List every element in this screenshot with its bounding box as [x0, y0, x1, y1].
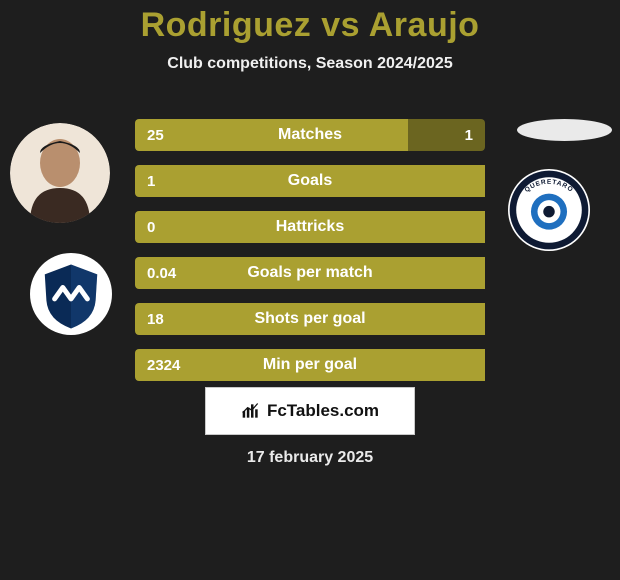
stat-bar-left: 25 — [135, 119, 408, 151]
club-queretaro-logo: QUERETARO — [508, 169, 590, 251]
branding-badge[interactable]: FcTables.com — [205, 387, 415, 435]
player-araujo-avatar — [517, 119, 612, 141]
stat-row: 251Matches — [135, 119, 485, 151]
player-rodriguez-avatar — [10, 123, 110, 223]
stat-value-right: 1 — [465, 127, 473, 144]
club-monterrey-logo — [30, 253, 112, 335]
stat-bar-left: 2324 — [135, 349, 485, 381]
subtitle: Club competitions, Season 2024/2025 — [167, 55, 452, 73]
stat-row: 1Goals — [135, 165, 485, 197]
stat-bar-left: 18 — [135, 303, 485, 335]
player2-name: Araujo — [369, 6, 480, 44]
stat-row: 0Hattricks — [135, 211, 485, 243]
stat-value-left: 18 — [147, 311, 164, 328]
round-club-logo-icon: QUERETARO — [508, 169, 590, 251]
shield-logo-icon — [30, 253, 112, 335]
bar-chart-icon — [241, 401, 261, 421]
stat-row: 18Shots per goal — [135, 303, 485, 335]
stat-bar-left: 0.04 — [135, 257, 485, 289]
stat-value-left: 0 — [147, 219, 155, 236]
stat-value-left: 25 — [147, 127, 164, 144]
stat-bar-left: 1 — [135, 165, 485, 197]
stat-row: 0.04Goals per match — [135, 257, 485, 289]
stat-value-left: 1 — [147, 173, 155, 190]
stat-value-left: 2324 — [147, 357, 180, 374]
stat-bar-right: 1 — [408, 119, 485, 151]
vs-label: vs — [321, 6, 360, 44]
page-title: Rodriguez vs Araujo — [141, 6, 480, 45]
date-label: 17 february 2025 — [0, 449, 620, 467]
branding-text: FcTables.com — [267, 401, 379, 421]
stat-value-left: 0.04 — [147, 265, 176, 282]
player1-name: Rodriguez — [141, 6, 312, 44]
comparison-panel: QUERETARO 251Matches1Goals0Hattricks0.04… — [0, 101, 620, 580]
stat-bar-left: 0 — [135, 211, 485, 243]
stat-row: 2324Min per goal — [135, 349, 485, 381]
stats-list: 251Matches1Goals0Hattricks0.04Goals per … — [135, 119, 485, 381]
person-silhouette-icon — [10, 123, 110, 223]
